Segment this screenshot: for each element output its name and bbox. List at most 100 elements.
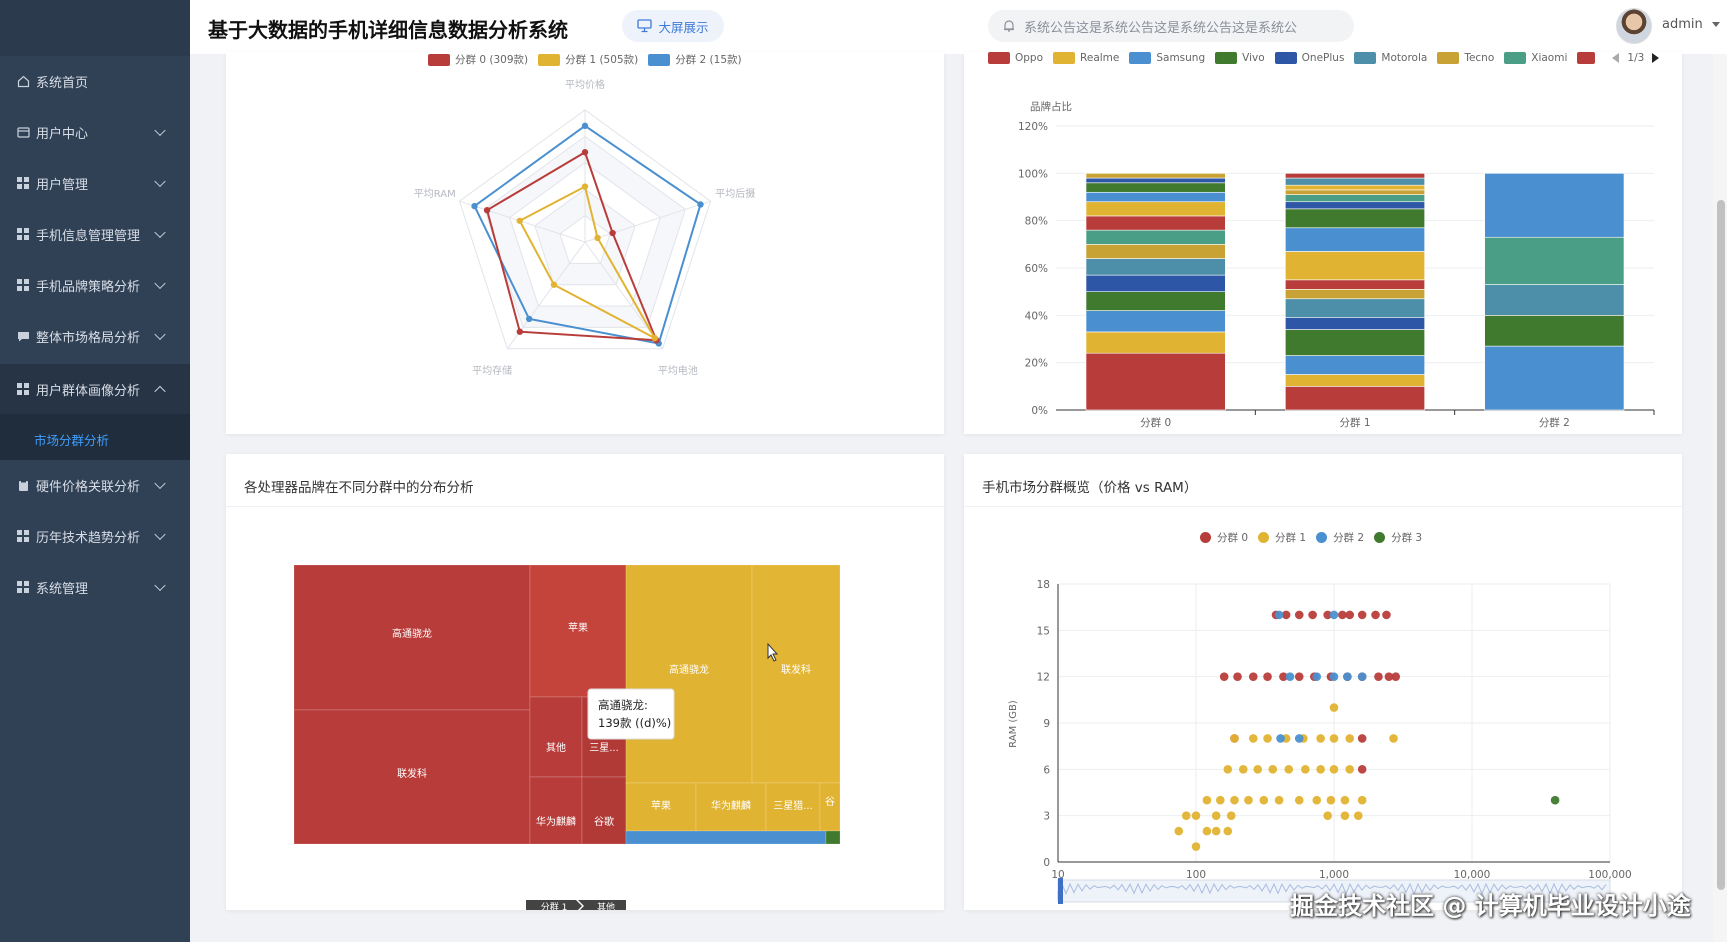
sidebar-item-label: 硬件价格关联分析 xyxy=(36,479,141,495)
bar-segment xyxy=(1085,331,1226,354)
radar-point xyxy=(516,217,523,224)
radar-point xyxy=(609,229,616,237)
legend-item[interactable]: OnePlus xyxy=(1274,52,1344,64)
scatter-point xyxy=(1263,734,1272,743)
sidebar-item-6[interactable]: 用户群体画像分析 xyxy=(0,364,190,414)
legend-item[interactable]: Xiaomi xyxy=(1504,52,1567,64)
legend-item[interactable]: Vivo xyxy=(1215,52,1265,64)
bar-segment xyxy=(1285,298,1425,318)
legend-item[interactable]: Tecno xyxy=(1437,52,1494,64)
legend-item[interactable]: 分群 2 (15款) xyxy=(648,52,742,67)
legend-item[interactable]: 分群 1 (505款) xyxy=(538,52,638,67)
treemap-cell-label: 其他 xyxy=(546,741,566,754)
sidebar-item-9[interactable]: 系统管理 xyxy=(0,562,190,612)
treemap-cell-label: 苹果 xyxy=(568,621,588,634)
legend-item[interactable]: 分群 0 xyxy=(1200,530,1248,545)
scatter-point xyxy=(1174,826,1184,836)
treemap-title: 各处理器品牌在不同分群中的分布分析 xyxy=(244,480,474,496)
scatter-point xyxy=(1233,672,1242,681)
radar-point xyxy=(471,202,478,210)
sidebar-item-0[interactable]: 系统首页 xyxy=(0,56,190,106)
sidebar-item-5[interactable]: 整体市场格局分析 xyxy=(0,311,190,361)
sidebar-item-2[interactable]: 用户管理 xyxy=(0,158,190,208)
bar-segment xyxy=(1285,317,1425,330)
sidebar-item-1[interactable]: 用户中心 xyxy=(0,107,190,157)
sidebar-item-label: 历年技术趋势分析 xyxy=(36,530,141,546)
radar-point xyxy=(525,315,533,323)
y-axis-label: RAM (GB) xyxy=(1008,700,1019,748)
scatter-title: 手机市场分群概览（价格 vs RAM） xyxy=(982,480,1198,496)
scatter-point xyxy=(1382,610,1391,620)
bar-segment xyxy=(1285,194,1425,203)
scatter-point xyxy=(1294,795,1304,805)
notice-text: 系统公告这是系统公告这是系统公告这是系统公 xyxy=(1024,20,1298,36)
radar-point xyxy=(651,334,659,342)
bar-segment xyxy=(1285,386,1425,411)
x-tick-label: 10,000 xyxy=(1454,869,1491,881)
caret-down-icon[interactable] xyxy=(1712,22,1720,27)
bar-segment xyxy=(1285,251,1425,281)
legend-label: 分群 2 xyxy=(1333,532,1365,544)
radar-point xyxy=(581,149,589,156)
treemap-cell-label: 谷歌 xyxy=(594,815,614,828)
radar-point xyxy=(581,122,589,130)
legend-item[interactable]: Realme xyxy=(1053,52,1119,64)
legend-item[interactable]: Samsung xyxy=(1129,52,1205,64)
sidebar-item-8[interactable]: 历年技术趋势分析 xyxy=(0,511,190,561)
legend-swatch xyxy=(538,53,561,66)
scatter-point xyxy=(1550,795,1560,805)
notice-bar[interactable]: 系统公告这是系统公告这是系统公告这是系统公 xyxy=(988,10,1354,42)
y-tick-label: 0 xyxy=(1043,857,1050,869)
chevron-down-icon xyxy=(154,579,166,592)
bar-segment xyxy=(1285,279,1425,290)
sidebar-item-4[interactable]: 手机品牌策略分析 xyxy=(0,260,190,310)
legend-swatch xyxy=(1200,532,1211,543)
legend-item[interactable]: Motorola xyxy=(1354,52,1427,64)
radar-indicator-label: 平均价格 xyxy=(565,78,605,91)
sidebar-item-label: 手机信息管理管理 xyxy=(36,228,141,244)
scatter-point xyxy=(1357,672,1367,681)
legend-item[interactable]: 分群 2 xyxy=(1316,530,1364,545)
legend-item[interactable]: 分群 0 (309款) xyxy=(428,52,528,67)
grid-icon xyxy=(16,382,30,396)
legend-swatch xyxy=(648,53,671,66)
stacked-legend: Oppo Realme Samsung Vivo OnePlus Motorola Tecn… xyxy=(988,52,1660,64)
scatter-point xyxy=(1329,672,1339,681)
sidebar-item-label: 系统管理 xyxy=(36,581,89,597)
bar-segment xyxy=(1484,345,1625,411)
legend-prev-icon[interactable] xyxy=(1612,53,1620,63)
scatter-point xyxy=(1354,811,1363,820)
legend-item[interactable]: Oppo xyxy=(988,52,1043,64)
scatter-point xyxy=(1323,610,1332,620)
bar-segment xyxy=(1085,201,1226,217)
big-screen-button[interactable]: 大屏展示 xyxy=(622,10,724,42)
sidebar-item-label: 用户群体画像分析 xyxy=(36,383,141,399)
avatar[interactable] xyxy=(1616,8,1652,44)
legend-label: 分群 1 xyxy=(1275,532,1307,544)
scatter-point xyxy=(1301,765,1310,774)
bar-segment xyxy=(1085,310,1226,333)
submenu-item-market-segmentation[interactable]: 市场分群分析 xyxy=(34,433,110,448)
legend-swatch xyxy=(988,52,1010,64)
sidebar-item-7[interactable]: 硬件价格关联分析 xyxy=(0,460,190,510)
bar-segment xyxy=(1484,284,1625,316)
treemap-cell xyxy=(625,564,753,784)
tooltip-value: 139款 ((d)%) xyxy=(598,716,671,730)
legend-item[interactable]: 分群 1 xyxy=(1258,530,1306,545)
scatter-point xyxy=(1294,672,1304,681)
treemap-cell xyxy=(293,709,531,845)
scatter-point xyxy=(1345,610,1355,620)
legend-next-icon[interactable] xyxy=(1652,53,1660,63)
legend-label: Oppo xyxy=(1015,52,1044,64)
scatter-point xyxy=(1216,795,1225,805)
tooltip-box xyxy=(587,688,675,740)
legend-item[interactable]: 分群 3 xyxy=(1374,530,1422,545)
y-tick-label: 80% xyxy=(1025,216,1048,228)
page-scrollbar-thumb[interactable] xyxy=(1717,200,1725,890)
scatter-point xyxy=(1371,610,1380,620)
sidebar-item-3[interactable]: 手机信息管理管理 xyxy=(0,209,190,259)
y-tick-label: 100% xyxy=(1018,168,1048,180)
scatter-point xyxy=(1374,672,1383,681)
username[interactable]: admin xyxy=(1662,17,1703,32)
